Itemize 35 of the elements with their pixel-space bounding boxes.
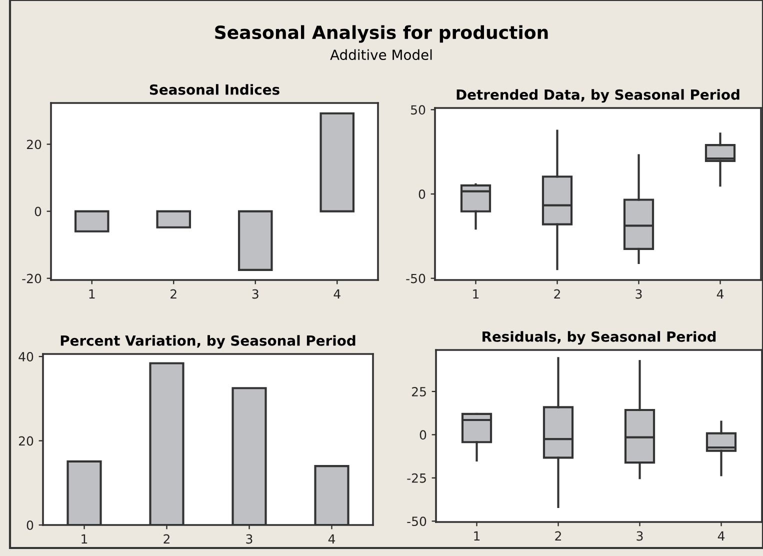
text: Seasonal Analysis for production: [215, 25, 548, 43]
x-tick-label: 1: [89, 289, 95, 299]
x-tick-label: 2: [555, 531, 561, 541]
y-tick-label: 0: [26, 520, 34, 530]
y-tick-label: 0: [420, 430, 426, 440]
x-tick-label: 1: [82, 534, 88, 544]
x-tick-label: 3: [636, 289, 642, 299]
x-tick-label: 4: [334, 289, 340, 299]
x-tick-label: 3: [246, 534, 252, 544]
x-tick-label: 1: [474, 531, 480, 541]
x-tick-label: 3: [636, 531, 643, 541]
x-tick-label: 4: [328, 534, 336, 544]
text: Additive Model: [330, 49, 432, 60]
chart-title: Seasonal Indices: [150, 84, 280, 95]
y-tick-label: 20: [26, 140, 42, 150]
x-tick-label: 4: [716, 289, 724, 299]
y-tick-label: -50: [406, 274, 426, 284]
y-tick-label: 25: [412, 386, 426, 396]
x-tick-label: 2: [164, 534, 170, 544]
y-tick-label: 20: [18, 436, 34, 446]
chart-title: Detrended Data, by Seasonal Period: [456, 89, 740, 103]
x-tick-label: 1: [473, 289, 479, 299]
x-tick-label: 4: [718, 531, 725, 541]
y-tick-label: -50: [407, 516, 426, 526]
x-tick-label: 2: [170, 289, 176, 299]
y-tick-label: 40: [18, 352, 34, 362]
chart-title: Percent Variation, by Seasonal Period: [60, 335, 356, 349]
x-tick-label: 3: [252, 289, 258, 299]
y-tick-label: -25: [407, 473, 426, 483]
y-tick-label: 50: [411, 105, 426, 115]
x-tick-label: 2: [554, 289, 560, 299]
y-tick-label: 0: [34, 206, 42, 216]
y-tick-label: -20: [22, 274, 42, 284]
chart-title: Residuals, by Seasonal Period: [482, 331, 716, 345]
y-tick-label: 0: [418, 189, 426, 199]
